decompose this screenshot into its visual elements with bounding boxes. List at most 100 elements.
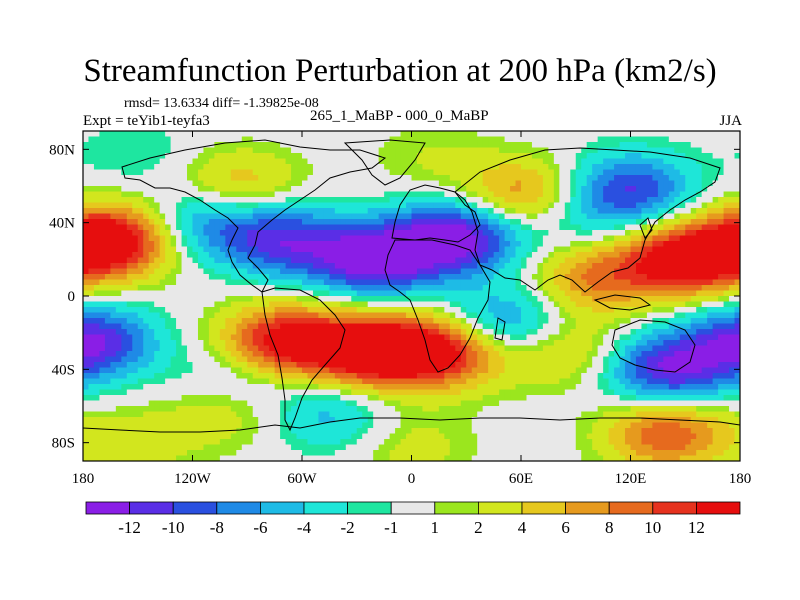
field-cell: [685, 290, 692, 297]
field-cell: [504, 235, 511, 242]
field-cell: [367, 318, 374, 325]
field-cell: [422, 147, 429, 154]
field-cell: [674, 241, 681, 248]
field-cell: [302, 241, 309, 248]
field-cell: [192, 279, 199, 286]
field-cell: [729, 257, 736, 264]
field-cell: [378, 180, 385, 187]
field-cell: [115, 164, 122, 171]
field-cell: [334, 180, 341, 187]
field-cell: [181, 241, 188, 248]
field-cell: [493, 279, 500, 286]
field-cell: [285, 356, 292, 363]
field-cell: [482, 224, 489, 231]
field-cell: [493, 169, 500, 176]
field-cell: [83, 329, 90, 336]
field-cell: [197, 169, 205, 176]
field-cell: [263, 274, 270, 281]
field-cell: [734, 263, 740, 270]
field-cell: [646, 285, 653, 292]
field-cell: [449, 263, 456, 270]
field-cell: [619, 158, 626, 165]
field-cell: [143, 323, 150, 330]
field-cell: [302, 224, 309, 231]
field-cell: [411, 224, 418, 231]
field-cell: [400, 191, 407, 198]
field-cell: [564, 235, 571, 242]
field-cell: [187, 257, 194, 264]
field-cell: [466, 323, 473, 330]
field-cell: [263, 257, 270, 264]
field-cell: [373, 219, 380, 226]
field-cell: [219, 153, 226, 160]
field-cell: [225, 340, 232, 347]
field-cell: [619, 296, 626, 303]
field-cell: [93, 191, 101, 198]
field-cell: [690, 351, 697, 358]
field-cell: [395, 274, 402, 281]
field-cell: [143, 224, 150, 231]
field-cell: [192, 356, 199, 363]
field-cell: [285, 323, 292, 330]
field-cell: [718, 230, 725, 237]
field-cell: [93, 252, 101, 259]
field-cell: [318, 197, 325, 204]
field-cell: [247, 296, 254, 303]
field-cell: [548, 290, 555, 297]
field-cell: [455, 274, 462, 281]
field-cell: [416, 301, 424, 308]
field-cell: [362, 268, 369, 275]
field-cell: [444, 213, 451, 220]
field-cell: [126, 312, 133, 319]
field-cell: [449, 329, 456, 336]
field-cell: [559, 296, 566, 303]
field-cell: [657, 142, 664, 149]
field-cell: [351, 296, 358, 303]
field-cell: [318, 246, 325, 253]
field-cell: [564, 191, 571, 198]
field-cell: [499, 235, 506, 242]
field-cell: [668, 268, 675, 275]
field-cell: [208, 246, 215, 253]
field-cell: [214, 285, 221, 292]
field-cell: [471, 340, 478, 347]
field-cell: [663, 296, 670, 303]
field-cell: [121, 235, 128, 242]
field-cell: [614, 208, 621, 215]
field-cell: [302, 252, 309, 259]
field-cell: [192, 246, 199, 253]
field-cell: [406, 263, 413, 270]
field-cell: [477, 274, 484, 281]
field-cell: [690, 318, 697, 325]
field-cell: [154, 290, 161, 297]
field-cell: [187, 301, 194, 308]
field-cell: [586, 180, 593, 187]
field-cell: [137, 307, 144, 314]
field-cell: [252, 219, 259, 226]
field-cell: [471, 268, 478, 275]
field-cell: [104, 257, 111, 264]
field-cell: [88, 290, 95, 297]
field-cell: [679, 208, 686, 215]
field-cell: [460, 329, 467, 336]
field-cell: [531, 235, 539, 242]
field-cell: [274, 180, 281, 187]
field-cell: [542, 186, 549, 193]
field-cell: [88, 191, 95, 198]
field-cell: [214, 241, 221, 248]
field-cell: [170, 175, 177, 182]
field-cell: [159, 153, 166, 160]
field-cell: [427, 323, 434, 330]
field-cell: [389, 175, 396, 182]
field-cell: [455, 268, 462, 275]
field-cell: [395, 301, 402, 308]
field-cell: [400, 175, 407, 182]
field-cell: [170, 318, 177, 325]
field-cell: [280, 252, 287, 259]
field-cell: [176, 274, 183, 281]
field-cell: [504, 268, 511, 275]
field-cell: [438, 318, 445, 325]
field-cell: [614, 202, 621, 209]
field-cell: [367, 340, 374, 347]
field-cell: [646, 164, 653, 171]
